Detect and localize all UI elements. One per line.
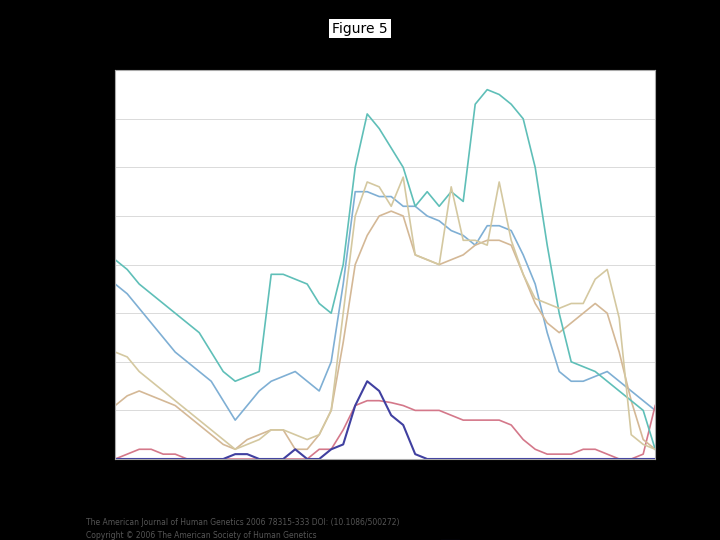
combined - STRP & SNP — [375, 184, 384, 190]
AA - STRP — [411, 407, 420, 414]
AA - STRP & SNP — [507, 456, 516, 462]
EA - STRP — [399, 203, 408, 210]
combined - STRP — [207, 431, 215, 438]
AA - STRP & SNP — [387, 412, 395, 418]
EA - STRP — [435, 218, 444, 224]
combined - STRP — [387, 208, 395, 214]
AA - STRP — [207, 456, 215, 462]
AA - STRP & SNP — [555, 456, 564, 462]
AA - STRP — [315, 446, 323, 453]
combined - STRP — [651, 446, 660, 453]
combined - STRP — [627, 397, 636, 404]
combined - STRP — [231, 446, 240, 453]
EA - STRP — [483, 222, 492, 229]
EA - STRP & SNP — [627, 397, 636, 404]
AA - STRP — [459, 417, 467, 423]
combined - STRP — [147, 393, 156, 399]
AA - STRP — [483, 417, 492, 423]
EA - STRP — [231, 417, 240, 423]
AA - STRP — [495, 417, 503, 423]
combined - STRP — [615, 349, 624, 355]
combined - STRP & SNP — [567, 300, 575, 307]
EA - STRP — [351, 188, 359, 195]
combined - STRP & SNP — [471, 237, 480, 244]
EA - STRP & SNP — [279, 271, 287, 278]
EA - STRP & SNP — [639, 407, 647, 414]
EA - STRP — [159, 334, 168, 341]
EA - STRP — [423, 213, 431, 219]
combined - STRP — [411, 252, 420, 258]
EA - STRP & SNP — [231, 378, 240, 384]
EA - STRP — [639, 397, 647, 404]
combined - STRP & SNP — [615, 315, 624, 321]
EA - STRP & SNP — [159, 300, 168, 307]
AA - STRP — [219, 456, 228, 462]
EA - STRP — [255, 388, 264, 394]
EA - STRP — [507, 227, 516, 234]
AA - STRP — [603, 451, 611, 457]
AA - STRP — [591, 446, 600, 453]
combined - STRP — [423, 256, 431, 263]
AA - STRP — [195, 456, 204, 462]
EA - STRP — [207, 378, 215, 384]
AA - STRP & SNP — [147, 456, 156, 462]
AA - STRP & SNP — [435, 456, 444, 462]
combined - STRP — [483, 237, 492, 244]
AA - STRP & SNP — [447, 456, 456, 462]
EA - STRP & SNP — [447, 188, 456, 195]
AA - STRP — [531, 446, 539, 453]
combined - STRP — [123, 393, 132, 399]
EA - STRP & SNP — [111, 256, 120, 263]
AA - STRP & SNP — [195, 456, 204, 462]
Line: EA - STRP: EA - STRP — [115, 192, 655, 420]
combined - STRP & SNP — [315, 431, 323, 438]
combined - STRP & SNP — [555, 305, 564, 312]
AA - STRP — [279, 456, 287, 462]
EA - STRP — [627, 388, 636, 394]
AA - STRP & SNP — [603, 456, 611, 462]
combined - STRP & SNP — [651, 446, 660, 453]
EA - STRP — [387, 193, 395, 200]
EA - STRP — [495, 222, 503, 229]
EA - STRP — [267, 378, 276, 384]
combined - STRP — [459, 252, 467, 258]
AA - STRP — [543, 451, 552, 457]
EA - STRP & SNP — [351, 164, 359, 171]
combined - STRP — [135, 388, 143, 394]
combined - STRP — [183, 412, 192, 418]
Line: combined - STRP: combined - STRP — [115, 211, 655, 449]
AA - STRP — [147, 446, 156, 453]
combined - STRP — [639, 436, 647, 443]
AA - STRP — [339, 427, 348, 433]
combined - STRP & SNP — [183, 407, 192, 414]
combined - STRP — [363, 232, 372, 239]
combined - STRP & SNP — [339, 310, 348, 316]
EA - STRP & SNP — [171, 310, 179, 316]
EA - STRP — [555, 368, 564, 375]
AA - STRP & SNP — [291, 446, 300, 453]
AA - STRP & SNP — [471, 456, 480, 462]
EA - STRP — [279, 373, 287, 380]
Line: AA - STRP & SNP: AA - STRP & SNP — [115, 381, 655, 459]
AA - STRP & SNP — [351, 402, 359, 409]
EA - STRP & SNP — [399, 164, 408, 171]
AA - STRP & SNP — [459, 456, 467, 462]
AA - STRP — [387, 400, 395, 406]
AA - STRP & SNP — [231, 451, 240, 457]
combined - STRP & SNP — [603, 266, 611, 273]
Text: The American Journal of Human Genetics 2006 78315-333 DOI: (10.1086/500272)
Copy: The American Journal of Human Genetics 2… — [86, 518, 400, 540]
combined - STRP & SNP — [135, 368, 143, 375]
AA - STRP — [363, 397, 372, 404]
AA - STRP & SNP — [423, 456, 431, 462]
combined - STRP & SNP — [195, 417, 204, 423]
EA - STRP — [219, 397, 228, 404]
combined - STRP — [507, 242, 516, 248]
EA - STRP — [579, 378, 588, 384]
combined - STRP & SNP — [255, 436, 264, 443]
combined - STRP — [195, 422, 204, 428]
combined - STRP & SNP — [207, 427, 215, 433]
EA - STRP — [375, 193, 384, 200]
combined - STRP & SNP — [483, 242, 492, 248]
combined - STRP — [567, 320, 575, 326]
EA - STRP — [147, 320, 156, 326]
